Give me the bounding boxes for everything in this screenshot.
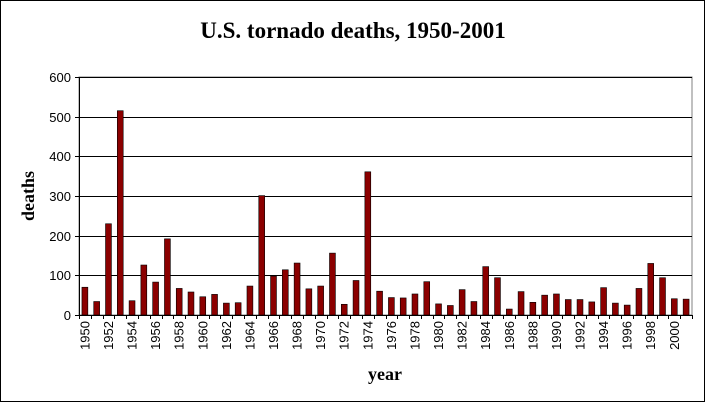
x-tick-label: 1974	[360, 321, 375, 350]
x-tick-label: 1984	[478, 321, 493, 350]
bar-1992	[576, 299, 584, 316]
x-axis-ticks: 1950 1952 1954 1956 1958 1960 1962 1964 1966 1968…	[77, 315, 693, 350]
bar-1977	[399, 297, 407, 316]
bar-1980	[435, 303, 442, 316]
x-tick-label: 1978	[407, 321, 422, 350]
bar-1951	[93, 301, 100, 316]
bar-1950	[81, 286, 89, 316]
x-tick-label: 1954	[125, 321, 140, 350]
x-tick-label: 1952	[101, 321, 116, 350]
bar-1993	[588, 301, 596, 316]
bar-1966	[270, 275, 277, 316]
x-tick-label: 1994	[596, 321, 611, 350]
bar-1962	[223, 302, 230, 316]
x-tick-label: 1964	[242, 321, 257, 350]
x-tick-label: 1950	[77, 321, 92, 350]
bar-1967	[282, 269, 289, 316]
x-axis-label: year	[368, 364, 402, 384]
bar-1991	[564, 299, 572, 316]
x-tick-label: 1986	[502, 321, 517, 350]
x-tick-label: 1958	[172, 321, 187, 350]
x-tick-label: 1962	[219, 321, 234, 350]
x-tick-label: 1966	[266, 321, 281, 350]
bar-1988	[529, 302, 537, 316]
bar-1996	[623, 304, 631, 316]
bar-1983	[470, 301, 478, 316]
y-tick-label: 200	[49, 229, 71, 244]
bar-1973	[352, 280, 360, 316]
x-tick-label: 1992	[573, 321, 588, 350]
bar-1999	[659, 277, 666, 316]
bar-1997	[635, 288, 643, 316]
chart-title: U.S. tornado deaths, 1950-2001	[200, 18, 505, 43]
x-tick-label: 1960	[195, 321, 210, 350]
x-tick-label: 1956	[148, 321, 163, 350]
bar-1979	[423, 281, 431, 316]
bar-1954	[128, 300, 136, 316]
y-tick-label: 0	[64, 308, 71, 323]
x-tick-label: 1976	[384, 321, 399, 350]
bar-1987	[517, 291, 525, 316]
x-tick-label: 1990	[549, 321, 564, 350]
plot-area	[78, 76, 693, 316]
bar-1972	[340, 303, 348, 316]
bar-1989	[541, 294, 548, 316]
x-tick-label: 1972	[337, 321, 352, 350]
bar-1998	[647, 263, 654, 316]
bar-1970	[317, 285, 324, 316]
y-tick-label: 400	[49, 149, 71, 164]
bar-2001	[682, 298, 690, 316]
bar-1976	[388, 297, 395, 316]
bar-1953	[117, 110, 124, 316]
y-axis-label: deaths	[18, 171, 38, 221]
x-tick-label: 2000	[667, 321, 682, 350]
bar-1978	[411, 293, 419, 316]
bars-group	[81, 110, 690, 316]
bar-1995	[612, 302, 619, 316]
y-tick-label: 100	[49, 268, 71, 283]
bar-2000	[671, 298, 678, 316]
bar-1955	[140, 264, 148, 316]
y-tick-label: 600	[49, 70, 71, 85]
bar-1956	[152, 281, 159, 316]
x-tick-label: 1988	[525, 321, 540, 350]
y-tick-label: 500	[49, 110, 71, 125]
bar-1968	[293, 262, 301, 316]
bar-1986	[506, 308, 513, 316]
bar-1984	[482, 266, 489, 316]
bar-1981	[447, 305, 454, 316]
bar-1994	[600, 287, 607, 316]
bar-1961	[211, 294, 218, 316]
y-axis-ticks: 0 100 200 300 400 500 600	[49, 70, 80, 323]
y-tick-label: 300	[49, 189, 71, 204]
x-tick-label: 1968	[290, 321, 305, 350]
x-tick-label: 1996	[620, 321, 635, 350]
bar-1969	[305, 288, 313, 316]
bar-1958	[175, 288, 183, 316]
x-tick-label: 1998	[643, 321, 658, 350]
bar-1974	[364, 171, 372, 316]
bar-1963	[234, 302, 242, 316]
x-tick-label: 1970	[313, 321, 328, 350]
bar-1959	[187, 291, 195, 316]
bar-1960	[199, 296, 207, 316]
bar-1982	[458, 289, 466, 316]
bar-1952	[105, 223, 112, 316]
x-tick-label: 1980	[431, 321, 446, 350]
bar-1964	[246, 285, 254, 316]
bar-1957	[164, 238, 171, 316]
bar-1975	[376, 290, 383, 316]
bar-1985	[494, 277, 501, 316]
x-tick-label: 1982	[455, 321, 470, 350]
bar-1965	[258, 195, 265, 316]
bar-1971	[329, 252, 336, 316]
bar-1990	[553, 293, 560, 316]
